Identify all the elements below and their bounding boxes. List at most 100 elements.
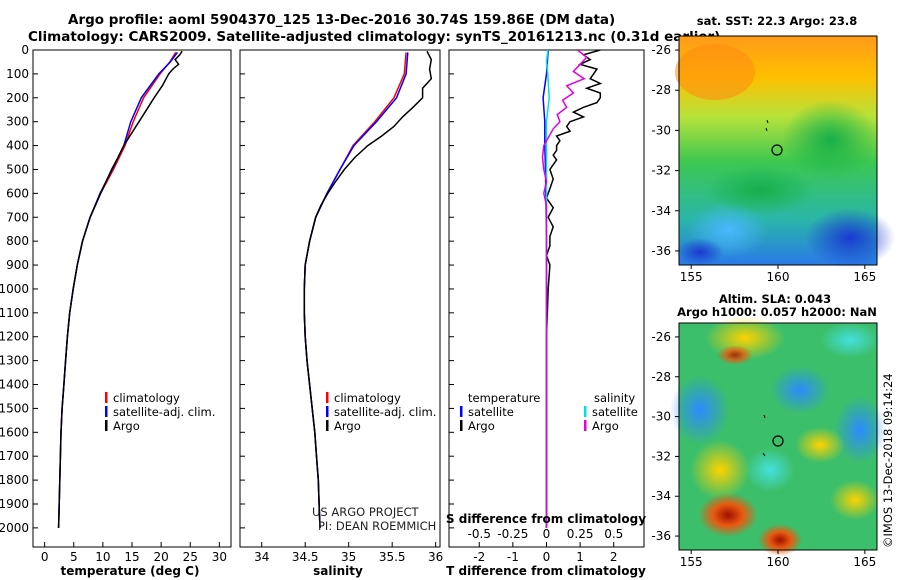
- sla-red-eddy: [698, 493, 758, 537]
- temperature-xtick-label: 20: [153, 550, 168, 564]
- legend-climatology-swatch: [326, 392, 329, 403]
- sst-lat-label: -30: [651, 123, 671, 137]
- sla-lat-label: -30: [651, 410, 671, 424]
- sla-lat-label: -32: [651, 449, 671, 463]
- depth-tick-label: 1100: [0, 306, 29, 320]
- sla-yellow-eddy: [690, 440, 750, 500]
- sst-lon-label: 160: [767, 270, 790, 284]
- depth-tick-label: 900: [6, 258, 29, 272]
- temperature-climatology-line: [57, 52, 177, 528]
- temperature-xtick-label: 5: [70, 550, 78, 564]
- depth-tick-label: 400: [6, 139, 29, 153]
- legend-t-argo-swatch: [460, 420, 463, 431]
- sla-cyan-eddy: [745, 448, 795, 492]
- sla-track-marks: [762, 414, 766, 457]
- legend-climatology-label: climatology: [334, 391, 401, 405]
- sla-red-eddy: [717, 345, 753, 365]
- legend-argo-label: Argo: [113, 419, 140, 433]
- depth-tick-label: 1400: [0, 378, 29, 392]
- credit-line-1: US ARGO PROJECT: [312, 505, 420, 519]
- depth-tick-label: 1300: [0, 354, 29, 368]
- depth-tick-label: 1200: [0, 330, 29, 344]
- sst-cool-patch: [676, 238, 724, 266]
- salinity-xtick-label: 34.5: [292, 550, 319, 564]
- sst-map-title: sat. SST: 22.3 Argo: 23.8: [697, 14, 857, 28]
- depth-tick-label: 1700: [0, 449, 29, 463]
- salinity-xtick-label: 36: [428, 550, 443, 564]
- legend-s-argo-swatch: [584, 420, 587, 431]
- legend-s-satellite-swatch: [584, 406, 587, 417]
- sla-lat-label: -34: [651, 489, 671, 503]
- depth-tick-label: 1800: [0, 473, 29, 487]
- t-diff-xtick-label: 1: [576, 550, 584, 564]
- sla-blue-eddy: [670, 375, 730, 445]
- legend-climatology-swatch: [105, 392, 108, 403]
- salinity-xtick-label: 34: [254, 550, 269, 564]
- temperature-xtick-label: 30: [212, 550, 227, 564]
- imos-timestamp: ©IMOS 13-Dec-2018 09:14:24: [881, 373, 895, 548]
- temperature-xlabel: temperature (deg C): [61, 564, 200, 578]
- sla-float-marker: [772, 435, 784, 447]
- sla-yellow-eddy: [795, 427, 845, 463]
- depth-tick-label: 0: [21, 43, 29, 57]
- depth-tick-label: 100: [6, 67, 29, 81]
- legend-title-salinity: salinity: [594, 391, 635, 405]
- temperature-xtick-label: 15: [124, 550, 139, 564]
- salinity-argo-line: [303, 50, 433, 528]
- credit-line-2: PI: DEAN ROEMMICH: [318, 519, 436, 533]
- sst-cool-patch: [805, 208, 895, 268]
- sla-blue-eddy: [834, 396, 886, 464]
- temperature-legend: climatology satellite-adj. clim. Argo: [105, 391, 215, 433]
- s-diff-xtick-label: 0: [543, 527, 551, 541]
- sst-lat-label: -36: [651, 244, 671, 258]
- legend-t-satellite-swatch: [460, 406, 463, 417]
- s-diff-xtick-label: -0.5: [468, 527, 491, 541]
- title-line-1: Argo profile: aoml 5904370_125 13-Dec-20…: [68, 12, 616, 28]
- legend-argo-swatch: [326, 420, 329, 431]
- legend-argo-swatch: [105, 420, 108, 431]
- sla-map-title-2: Argo h1000: 0.057 h2000: NaN: [677, 305, 877, 319]
- difference-legend-salinity: salinity satellite Argo: [584, 391, 638, 433]
- sla-map-title-1: Altim. SLA: 0.043: [719, 292, 831, 306]
- difference-legend-temperature: temperature satellite Argo: [460, 391, 540, 433]
- salinity-xtick-label: 35: [341, 550, 356, 564]
- salinity-legend: climatology satellite-adj. clim. Argo US…: [312, 391, 436, 533]
- sst-lat-label: -32: [651, 164, 671, 178]
- depth-tick-label: 1000: [0, 282, 29, 296]
- salinity-climatology-line: [303, 52, 407, 528]
- sla-yellow-eddy: [830, 480, 880, 520]
- t-diff-xtick-label: 0: [543, 550, 551, 564]
- temperature-xtick-label: 0: [41, 550, 49, 564]
- sst-float-marker: [771, 144, 783, 156]
- t-difference-xlabel: T difference from climatology: [446, 564, 646, 578]
- depth-tick-label: 1600: [0, 425, 29, 439]
- legend-argo-label: Argo: [334, 419, 361, 433]
- t-diff-xtick-label: 2: [610, 550, 618, 564]
- sst-warm-patch: [675, 44, 755, 100]
- diff-s-argo-line: [541, 50, 588, 528]
- sla-lon-label: 160: [767, 555, 790, 569]
- legend-t-satellite-label: satellite: [468, 405, 514, 419]
- sla-lat-label: -28: [651, 370, 671, 384]
- sst-green-patch: [705, 165, 815, 215]
- depth-tick-label: 500: [6, 162, 29, 176]
- legend-title-temperature: temperature: [468, 391, 540, 405]
- depth-tick-label: 800: [6, 234, 29, 248]
- legend-t-argo-label: Argo: [468, 419, 495, 433]
- depth-tick-label: 2000: [0, 521, 29, 535]
- sla-blue-eddy: [770, 366, 830, 414]
- sla-red-eddy: [758, 524, 802, 556]
- depth-tick-label: 600: [6, 186, 29, 200]
- diff-t-argo-line: [545, 50, 603, 528]
- sst-green-patch: [782, 100, 878, 180]
- s-diff-xtick-label: 0.25: [567, 527, 594, 541]
- sst-lon-label: 155: [680, 270, 703, 284]
- sla-lat-label: -36: [651, 529, 671, 543]
- depth-tick-label: 700: [6, 210, 29, 224]
- sst-lat-label: -28: [651, 83, 671, 97]
- sst-track-marks: [765, 119, 769, 132]
- s-diff-xtick-label: -0.25: [497, 527, 528, 541]
- sst-lon-label: 165: [853, 270, 876, 284]
- title-line-2: Climatology: CARS2009. Satellite-adjuste…: [28, 29, 721, 45]
